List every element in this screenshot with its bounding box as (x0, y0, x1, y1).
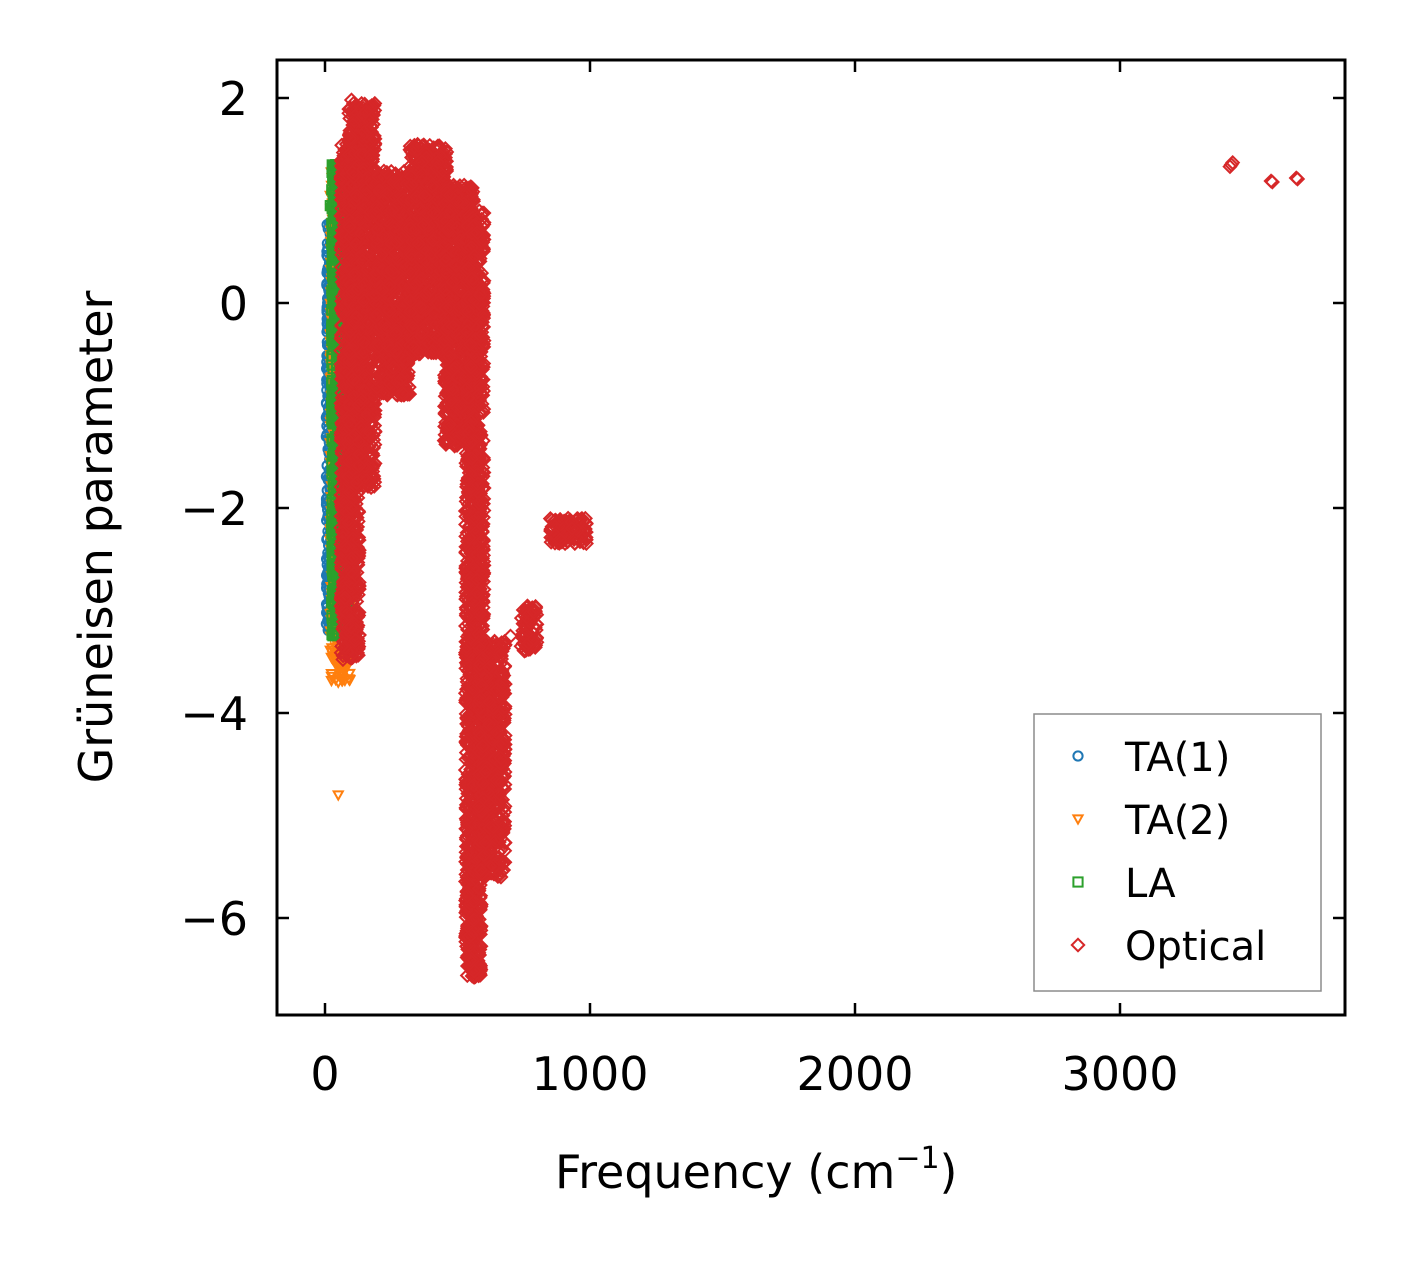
la-point (328, 338, 340, 350)
ta-2--point (331, 677, 345, 689)
data-points-layer (320, 92, 1306, 985)
ta-2--point (343, 668, 356, 681)
la-point (324, 200, 336, 212)
series-optical (333, 92, 1306, 985)
ta-2--point (331, 790, 345, 802)
ta-2--point (342, 674, 355, 686)
ta-2--point (325, 668, 338, 681)
ta-2--point (325, 671, 338, 684)
ta-2--point (336, 674, 349, 687)
ta-2--point (325, 652, 338, 665)
